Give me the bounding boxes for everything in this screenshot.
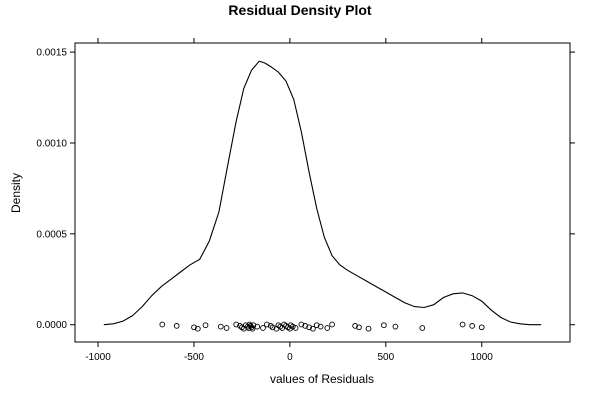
rug-point [292, 325, 299, 331]
rug-point [381, 322, 387, 329]
rug-point [419, 325, 426, 331]
y-axis-ticks [70, 51, 575, 326]
rug-point [298, 321, 305, 328]
y-tick-label: 0.0000 [36, 320, 67, 331]
rug-point [310, 325, 316, 332]
y-axis-label: Density [9, 173, 23, 213]
rug-point [306, 324, 312, 331]
rug-point [254, 323, 261, 330]
rug-point [313, 322, 320, 329]
rug-point [356, 324, 362, 331]
rug-point [233, 321, 240, 328]
x-tick-label: 1000 [471, 352, 494, 363]
x-axis-label: values of Residuals [270, 372, 374, 386]
y-tick-label: 0.0005 [36, 229, 67, 240]
rug-point [202, 322, 209, 329]
y-tick-label: 0.0010 [36, 138, 67, 149]
density-curve [103, 60, 542, 326]
rug-point [194, 325, 201, 332]
x-axis-tick-labels: -1000 -500 0 500 1000 [85, 352, 493, 363]
rug-point [250, 322, 257, 329]
y-tick-label: 0.0015 [36, 48, 67, 59]
rug-point [459, 321, 466, 328]
density-series [103, 60, 542, 326]
rug-point [264, 321, 270, 328]
rug-points [159, 321, 485, 332]
rug-point [478, 324, 485, 331]
rug-point [269, 324, 276, 331]
rug-point [392, 323, 399, 330]
rug-point [173, 323, 180, 329]
rug-point [249, 325, 256, 332]
rug-point [324, 325, 331, 331]
rug-point [302, 323, 309, 329]
x-tick-label: -500 [184, 352, 204, 363]
rug-point [159, 321, 166, 328]
chart-title: Residual Density Plot [228, 2, 371, 18]
rug-point [329, 321, 335, 328]
rug-point [352, 323, 358, 329]
rug-point [260, 325, 266, 331]
x-axis-ticks [97, 38, 483, 347]
rug-point [365, 325, 372, 332]
rug-point [191, 324, 197, 331]
rug-point [217, 323, 224, 330]
x-tick-label: 500 [377, 352, 394, 363]
x-tick-label: -1000 [85, 352, 111, 363]
rug-point [317, 323, 324, 330]
rug-point [223, 325, 230, 331]
rug-point [469, 323, 476, 329]
x-tick-label: 0 [287, 352, 293, 363]
y-axis-tick-labels: 0.0000 0.0005 0.0010 0.0015 [36, 48, 67, 332]
rug-point [289, 323, 296, 330]
plot-frame [74, 42, 571, 343]
